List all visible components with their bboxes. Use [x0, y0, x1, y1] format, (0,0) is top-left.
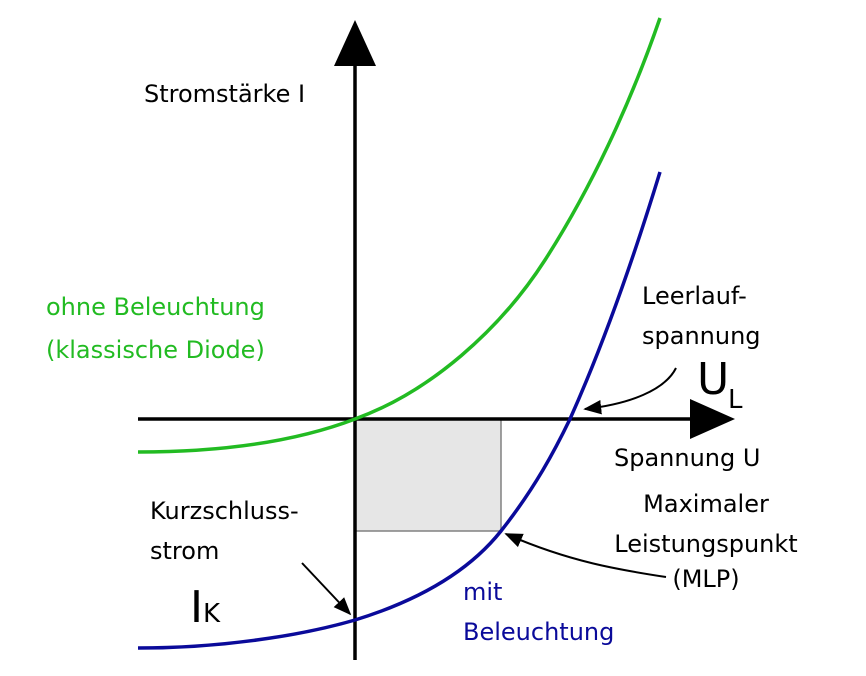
open-circuit-label-line2: spannung [642, 322, 761, 350]
light-curve-label-line2: Beleuchtung [463, 618, 614, 646]
mpp-label-line1: Maximaler [643, 490, 769, 518]
short-circuit-pointer-arrow [301, 562, 352, 616]
y-axis-label: Stromstärke I [144, 80, 305, 108]
max-power-rectangle [354, 418, 502, 532]
short-circuit-label-line2: strom [150, 537, 219, 565]
light-curve-label-line1: mit [463, 578, 502, 606]
y-axis-arrowhead [334, 20, 376, 66]
open-circuit-symbol: U [697, 354, 729, 405]
open-circuit-pointer-arrow [583, 367, 677, 415]
curve-with-illumination [137, 171, 662, 650]
curve-without-illumination [137, 17, 662, 454]
short-circuit-subscript: K [203, 599, 221, 629]
x-axis-arrowhead [690, 399, 735, 439]
mpp-pointer-arrow [504, 533, 667, 578]
dark-curve-label-line2: (klassische Diode) [46, 336, 265, 364]
short-circuit-label-line1: Kurzschluss- [150, 497, 299, 525]
dark-curve-label-line1: ohne Beleuchtung [46, 293, 265, 321]
short-circuit-symbol: I [190, 582, 203, 633]
x-axis-label: Spannung U [614, 444, 760, 472]
mpp-label-line2: Leistungspunkt [614, 530, 797, 558]
open-circuit-subscript: L [728, 385, 743, 415]
open-circuit-label-line1: Leerlauf- [642, 282, 747, 310]
mpp-label-line3: (MLP) [672, 565, 739, 593]
